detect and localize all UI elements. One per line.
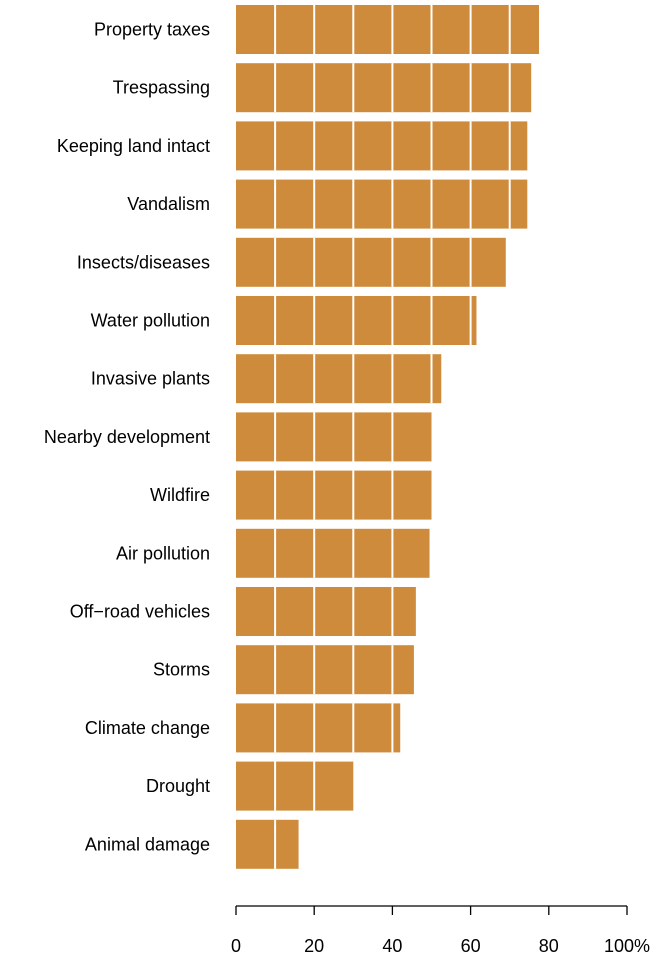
category-label: Trespassing (113, 78, 210, 98)
bar-7 (236, 354, 442, 404)
category-label: Vandalism (127, 194, 210, 214)
bar-8 (236, 412, 432, 462)
bar-2 (236, 63, 532, 113)
x-tick-label: 100% (604, 936, 650, 953)
x-tick-label: 20 (304, 936, 324, 953)
x-tick-label: 80 (539, 936, 559, 953)
category-label: Storms (153, 660, 210, 680)
bars-group (236, 5, 540, 869)
category-label: Off−road vehicles (70, 602, 210, 622)
category-label: Wildfire (150, 485, 210, 505)
bar-4 (236, 179, 528, 229)
category-label: Nearby development (44, 427, 210, 447)
x-axis: 0 20 40 60 80 100% (231, 905, 650, 953)
bar-11 (236, 587, 416, 636)
category-label: Insects/diseases (77, 252, 210, 272)
category-label: Invasive plants (91, 369, 210, 389)
category-label: Keeping land intact (57, 136, 210, 156)
bar-10 (236, 528, 430, 578)
x-tick-label: 60 (461, 936, 481, 953)
bar-6 (236, 296, 477, 345)
bar-15 (236, 819, 299, 869)
category-label: Animal damage (85, 834, 210, 854)
category-label: Water pollution (91, 311, 210, 331)
bar-grid-lines (274, 5, 511, 869)
category-label: Climate change (85, 718, 210, 738)
bar-5 (236, 237, 506, 287)
bar-13 (236, 703, 401, 753)
bar-12 (236, 645, 414, 695)
bar-9 (236, 470, 432, 520)
category-labels: Property taxes Trespassing Keeping land in… (44, 20, 210, 855)
bar-1 (236, 5, 540, 54)
bar-3 (236, 121, 528, 171)
x-tick-label: 40 (382, 936, 402, 953)
category-label: Drought (146, 776, 210, 796)
category-label: Property taxes (94, 20, 210, 40)
category-label: Air pollution (116, 543, 210, 563)
bar-14 (236, 761, 354, 811)
x-tick-label: 0 (231, 936, 241, 953)
